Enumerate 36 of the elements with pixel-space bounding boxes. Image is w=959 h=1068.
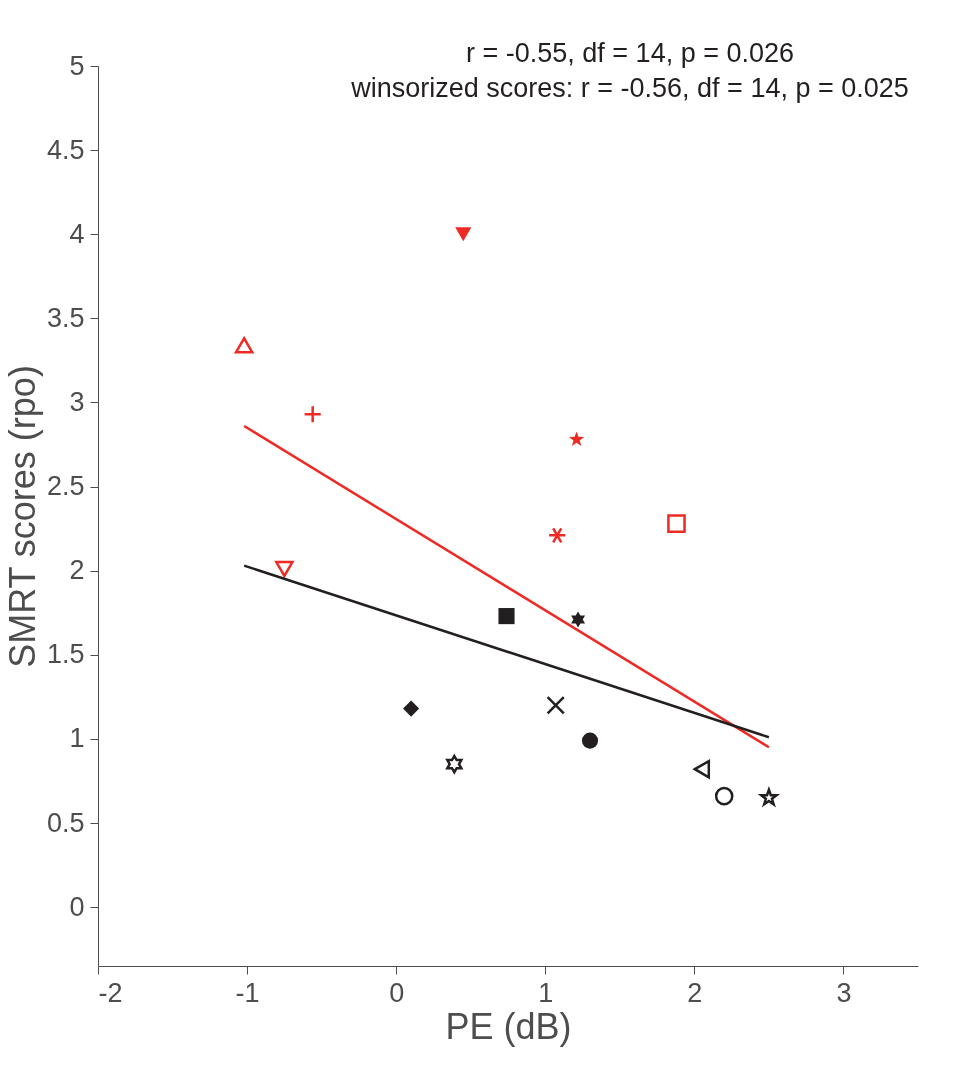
point (714, 786, 734, 806)
x-tick-label: -1 (235, 977, 260, 1008)
y-tick-label: 0.5 (46, 807, 85, 838)
x-tick-label: 0 (389, 977, 405, 1008)
annotation: r = -0.55, df = 14, p = 0.026 (466, 38, 794, 68)
point (546, 695, 566, 715)
x-axis-title: PE (dB) (445, 1005, 572, 1047)
point (571, 611, 586, 628)
point (446, 754, 463, 774)
point (757, 786, 780, 808)
point (403, 700, 420, 717)
y-axis-title: SMRT scores (rpo) (1, 365, 43, 668)
y-tick-label: 4.5 (46, 134, 85, 165)
x-tick-label: 1 (538, 977, 554, 1008)
point (547, 527, 567, 544)
y-tick-label: 3.5 (46, 302, 85, 333)
y-tick-label: 2.5 (46, 471, 85, 502)
point (498, 608, 515, 625)
point (667, 514, 686, 533)
y-tick-label: 2 (69, 555, 85, 586)
x-tick-label: -2 (98, 977, 123, 1008)
y-tick-label: 5 (69, 50, 85, 81)
y-tick-label: 1.5 (46, 639, 85, 670)
y-tick-label: 0 (69, 891, 85, 922)
point (568, 431, 585, 446)
y-tick-label: 1 (69, 723, 85, 754)
point (234, 337, 254, 354)
point (455, 227, 472, 242)
y-tick-label: 3 (69, 386, 85, 417)
x-tick-label: 2 (687, 977, 703, 1008)
point (693, 759, 711, 779)
annotation: winsorized scores: r = -0.56, df = 14, p = 0.025 (350, 73, 909, 103)
y-tick-label: 4 (69, 218, 85, 249)
point (581, 732, 599, 749)
point (275, 560, 294, 578)
x-tick-label: 3 (836, 977, 852, 1008)
